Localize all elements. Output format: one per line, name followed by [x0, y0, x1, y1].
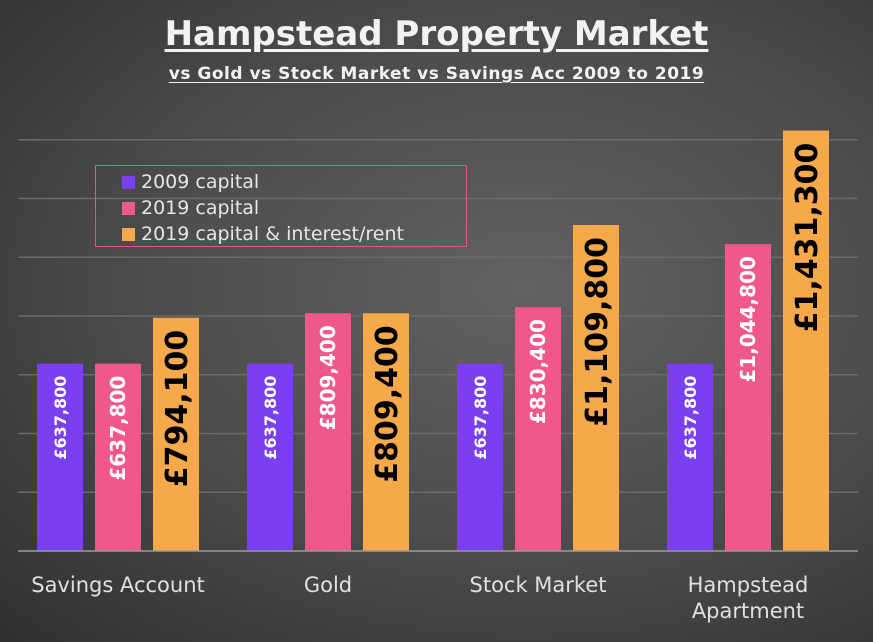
bar-2: [515, 307, 561, 551]
bar-3: [363, 313, 409, 551]
bar-1: [667, 363, 713, 551]
legend-swatch: [122, 175, 135, 189]
data-label: £637,800: [51, 376, 70, 460]
category-label: Savings Account: [31, 573, 205, 597]
data-label: £1,431,300: [790, 143, 825, 333]
bar-3: [573, 224, 619, 551]
data-label: £637,800: [106, 376, 130, 481]
data-label: £637,800: [681, 376, 700, 460]
bar-1: [457, 363, 503, 551]
chart-subtitle: vs Gold vs Stock Market vs Savings Acc 2…: [168, 64, 705, 84]
legend-label: 2009 capital: [141, 171, 260, 193]
category-label: Hampstead: [688, 573, 809, 597]
legend: 2009 capital 2019 capital 2019 capital &…: [95, 165, 467, 247]
data-label: £794,100: [160, 330, 195, 488]
bar-3: [153, 317, 199, 551]
category-label: Gold: [304, 573, 352, 597]
bar-2: [725, 244, 771, 551]
legend-item: 2019 capital & interest/rent: [122, 221, 466, 247]
data-label: £637,800: [261, 376, 280, 460]
legend-swatch: [122, 201, 135, 215]
data-label: £809,400: [316, 325, 340, 430]
legend-label: 2019 capital & interest/rent: [141, 223, 404, 245]
category-label: Stock Market: [470, 573, 607, 597]
data-label: £1,109,800: [580, 237, 615, 427]
bar-1: [247, 363, 293, 551]
data-label: £809,400: [370, 325, 405, 483]
bar-2: [95, 363, 141, 551]
category-label: Apartment: [692, 599, 804, 623]
bar-3: [783, 130, 829, 552]
bar-1: [37, 363, 83, 551]
legend-item: 2009 capital: [122, 169, 466, 195]
data-label: £830,400: [526, 319, 550, 424]
data-label: £637,800: [471, 376, 490, 460]
legend-swatch: [122, 227, 135, 241]
chart-title: Hampstead Property Market: [164, 14, 709, 54]
bar-2: [305, 313, 351, 551]
legend-item: 2019 capital: [122, 195, 466, 221]
legend-label: 2019 capital: [141, 197, 260, 219]
data-label: £1,044,800: [736, 256, 760, 383]
